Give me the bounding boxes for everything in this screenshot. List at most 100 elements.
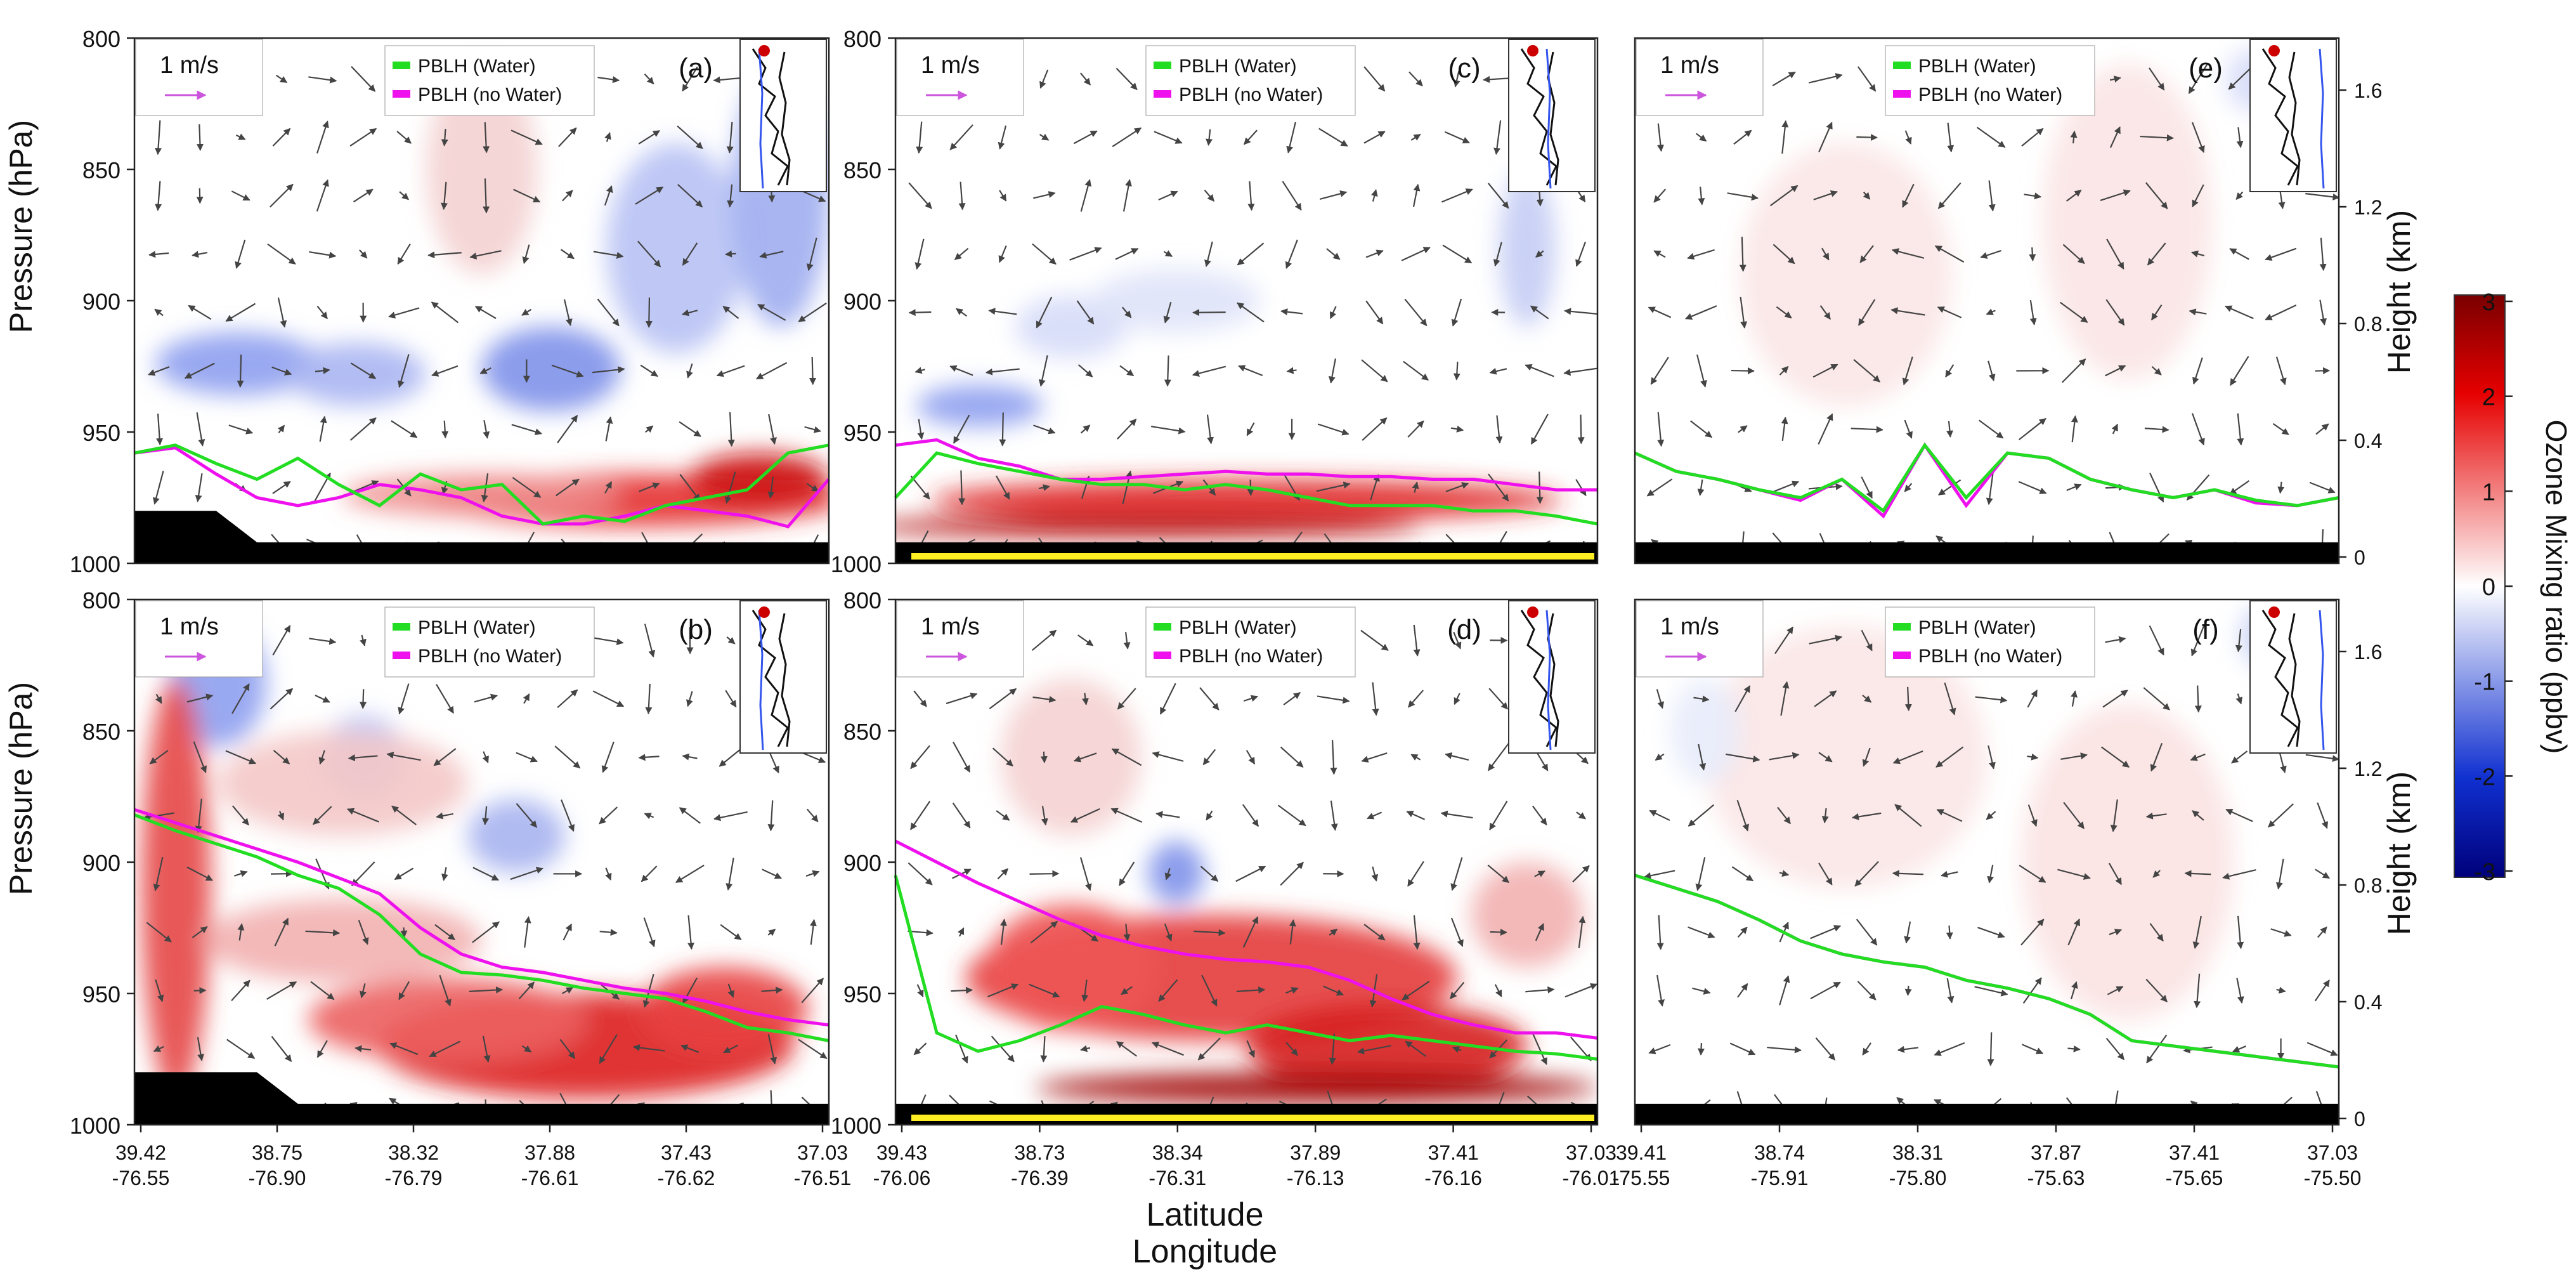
wind-arrow bbox=[1039, 133, 1050, 141]
wind-arrow bbox=[523, 693, 530, 704]
wind-arrow bbox=[1986, 308, 1996, 315]
y-axis-label-top: Pressure (hPa) bbox=[3, 120, 39, 333]
wind-arrow bbox=[1648, 306, 1672, 318]
wind-scale-label: 1 m/s bbox=[921, 613, 980, 640]
ozone-patch bbox=[2022, 704, 2234, 1020]
wind-arrow bbox=[1329, 306, 1337, 319]
wind-arrow bbox=[1781, 416, 1788, 441]
inset-map-coastline bbox=[2261, 48, 2299, 186]
wind-arrow bbox=[1695, 133, 1707, 142]
wind-arrow bbox=[1033, 424, 1056, 435]
wind-arrow bbox=[1403, 360, 1429, 381]
wind-arrow bbox=[604, 132, 611, 142]
wind-arrow bbox=[225, 303, 256, 322]
wind-arrow bbox=[1490, 928, 1507, 936]
legend-label-water: PBLH (Water) bbox=[418, 617, 536, 638]
wind-arrow bbox=[999, 190, 1007, 202]
wind-arrow bbox=[1402, 981, 1430, 1000]
wind-arrow bbox=[914, 239, 925, 270]
wind-arrow bbox=[953, 414, 970, 444]
wind-arrow bbox=[1688, 804, 1715, 827]
wind-arrow bbox=[1280, 746, 1304, 768]
wind-arrow bbox=[1204, 241, 1213, 268]
wind-arrow bbox=[726, 121, 734, 154]
ozone-patch bbox=[1670, 678, 1741, 783]
pblh-water-line bbox=[134, 813, 829, 1042]
legend-label-water: PBLH (Water) bbox=[1179, 617, 1297, 638]
panel-letter: (b) bbox=[679, 614, 713, 645]
wind-arrow bbox=[156, 413, 164, 445]
wind-arrow bbox=[2317, 802, 2329, 829]
wind-arrow bbox=[806, 808, 819, 823]
wind-arrow bbox=[2192, 184, 2204, 207]
wind-arrow bbox=[1987, 745, 1996, 770]
wind-scale-box bbox=[1636, 39, 1764, 116]
wind-arrow bbox=[1453, 362, 1460, 381]
height-tick-label: 1.6 bbox=[2354, 79, 2382, 102]
wind-arrow bbox=[2194, 973, 2201, 1009]
wind-arrow bbox=[2105, 1037, 2125, 1061]
wind-arrow bbox=[554, 745, 581, 769]
wind-arrow bbox=[958, 470, 966, 506]
wind-arrow bbox=[2228, 68, 2251, 90]
wind-arrow bbox=[2100, 189, 2131, 201]
legend-label-nowater: PBLH (no Water) bbox=[1918, 84, 2062, 105]
inset-map bbox=[2249, 39, 2337, 192]
wind-arrow bbox=[1814, 690, 1837, 707]
wind-arrow bbox=[998, 125, 1007, 150]
wind-arrow bbox=[1779, 975, 1790, 1006]
y-tick-label: 950 bbox=[82, 981, 120, 1007]
x-tick-lat: 37.87 bbox=[2031, 1141, 2081, 1164]
height-tick-label: 0.4 bbox=[2354, 991, 2382, 1014]
wind-arrow bbox=[991, 1035, 1015, 1063]
wind-arrow bbox=[914, 367, 925, 374]
ozone-field bbox=[1740, 48, 2283, 406]
wind-arrow bbox=[556, 478, 580, 497]
wind-arrow bbox=[346, 808, 379, 823]
height-tick-label: 0.8 bbox=[2354, 874, 2382, 897]
wind-arrow bbox=[441, 420, 449, 438]
ozone-patch bbox=[467, 799, 565, 873]
wind-arrow bbox=[1116, 1041, 1138, 1057]
pblh-legend: PBLH (Water) PBLH (no Water) bbox=[1145, 45, 1356, 116]
wind-arrow bbox=[2109, 126, 2121, 148]
inset-map-coastline-east bbox=[778, 613, 791, 747]
wind-arrow bbox=[1738, 425, 1748, 433]
inset-map-marker bbox=[758, 606, 770, 618]
legend-box bbox=[1885, 606, 2095, 678]
wind-arrow bbox=[2071, 690, 2078, 707]
y-tick-label: 900 bbox=[843, 850, 881, 876]
wind-arrow bbox=[1121, 986, 1133, 995]
height-tick-label: 1.2 bbox=[2354, 757, 2382, 780]
wind-arrow bbox=[1363, 924, 1386, 941]
wind-arrow bbox=[1977, 926, 2005, 938]
wind-arrow bbox=[2106, 239, 2124, 270]
wind-arrow bbox=[593, 251, 624, 259]
wind-arrow bbox=[956, 308, 968, 317]
wind-arrow bbox=[761, 986, 783, 994]
wind-arrow bbox=[232, 805, 249, 826]
wind-arrow bbox=[474, 693, 498, 703]
wind-arrow bbox=[273, 749, 290, 764]
wind-arrow bbox=[637, 240, 661, 268]
ozone-patch bbox=[1740, 143, 1952, 406]
ozone-patch bbox=[606, 143, 746, 353]
wind-arrow bbox=[1946, 421, 1953, 438]
pblh-water-line bbox=[1634, 874, 2339, 1069]
wind-arrow bbox=[644, 73, 654, 84]
wind-arrow bbox=[1808, 73, 1843, 84]
wind-arrow bbox=[1857, 299, 1876, 326]
wind-arrow bbox=[1115, 248, 1139, 260]
panel-letter: (d) bbox=[1447, 614, 1481, 645]
wind-arrow bbox=[1246, 422, 1255, 436]
panel-f: 1 m/s PBLH (Water)PBLH (no Water)(f)00.40… bbox=[1613, 598, 2383, 1189]
wind-arrow bbox=[1285, 987, 1299, 994]
wind-arrow bbox=[1404, 298, 1428, 327]
wind-arrow bbox=[1237, 242, 1265, 266]
wind-arrow bbox=[1440, 810, 1473, 819]
panel-frame bbox=[1634, 37, 2340, 565]
axis-ticks: 0 0.4 0.8 1.2 1.6 39.41 -75.55 38.74 -75.91 38.31… bbox=[1613, 641, 2383, 1189]
wind-arrow bbox=[2315, 868, 2330, 879]
wind-arrow bbox=[436, 812, 453, 820]
legend-swatch-water bbox=[1154, 623, 1171, 631]
